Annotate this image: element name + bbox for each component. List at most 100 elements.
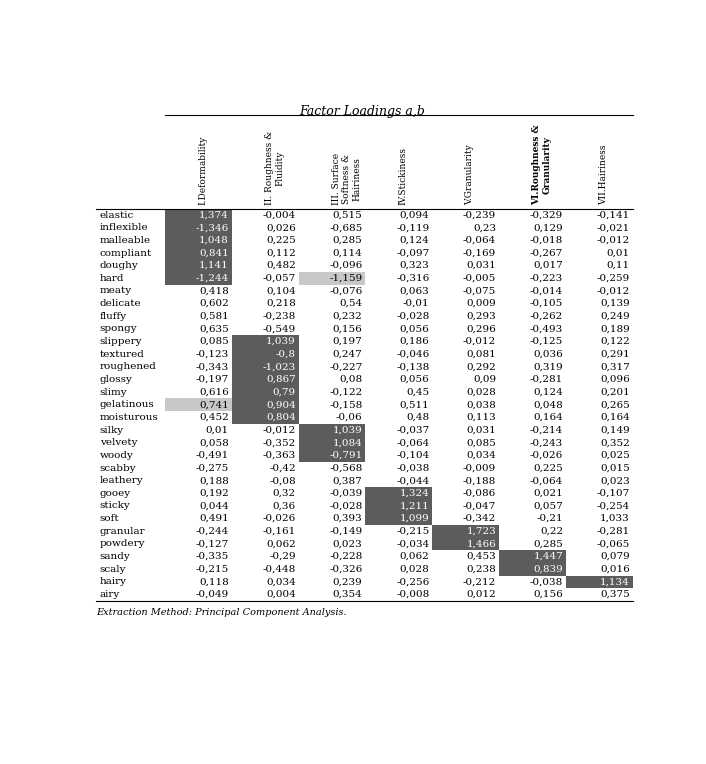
Text: 0,164: 0,164 <box>533 413 563 422</box>
Text: 0,104: 0,104 <box>266 286 296 296</box>
Text: VII.Hairiness: VII.Hairiness <box>599 144 609 206</box>
Bar <box>299 436 365 449</box>
Text: roughened: roughened <box>100 362 157 371</box>
Text: sticky: sticky <box>100 501 131 510</box>
Text: 0,044: 0,044 <box>199 501 229 510</box>
Text: 0,265: 0,265 <box>600 400 630 410</box>
Text: 0,291: 0,291 <box>600 350 630 359</box>
Text: 0,319: 0,319 <box>533 362 563 371</box>
Bar <box>365 500 432 513</box>
Bar <box>499 563 566 575</box>
Text: V.Granularity: V.Granularity <box>465 144 474 206</box>
Bar <box>299 424 365 436</box>
Text: 0,452: 0,452 <box>199 413 229 422</box>
Text: 0,129: 0,129 <box>533 223 563 232</box>
Text: -0,122: -0,122 <box>330 387 363 397</box>
Text: 0,023: 0,023 <box>600 476 630 485</box>
Text: -1,346: -1,346 <box>196 223 229 232</box>
Bar <box>232 411 299 424</box>
Text: -0,316: -0,316 <box>396 274 429 283</box>
Text: VI.Roughness &
Granularity: VI.Roughness & Granularity <box>532 125 552 206</box>
Text: -0,281: -0,281 <box>530 375 563 384</box>
Text: -0,044: -0,044 <box>396 476 429 485</box>
Text: glossy: glossy <box>100 375 133 384</box>
Text: 0,804: 0,804 <box>266 413 296 422</box>
Text: 0,021: 0,021 <box>533 489 563 498</box>
Text: 0,189: 0,189 <box>600 325 630 333</box>
Text: 0,01: 0,01 <box>606 248 630 257</box>
Text: -0,791: -0,791 <box>330 451 363 460</box>
Text: -0,223: -0,223 <box>530 274 563 283</box>
Text: -0,049: -0,049 <box>196 590 229 599</box>
Text: -0,685: -0,685 <box>330 223 363 232</box>
Text: 0,056: 0,056 <box>400 375 429 384</box>
Text: spongy: spongy <box>100 325 138 333</box>
Text: 0,453: 0,453 <box>467 552 496 561</box>
Text: -0,076: -0,076 <box>330 286 363 296</box>
Text: 0,839: 0,839 <box>533 565 563 574</box>
Text: 0,015: 0,015 <box>600 464 630 472</box>
Text: 0,393: 0,393 <box>333 514 363 523</box>
Text: 1,141: 1,141 <box>199 261 229 270</box>
Text: 0,085: 0,085 <box>199 337 229 346</box>
Text: 0,296: 0,296 <box>467 325 496 333</box>
Text: 0,23: 0,23 <box>473 223 496 232</box>
Text: IV.Stickiness: IV.Stickiness <box>399 147 408 206</box>
Text: 0,023: 0,023 <box>333 539 363 549</box>
Bar <box>365 513 432 525</box>
Bar <box>232 361 299 373</box>
Text: 0,017: 0,017 <box>533 261 563 270</box>
Text: 1,099: 1,099 <box>400 514 429 523</box>
Text: 0,418: 0,418 <box>199 286 229 296</box>
Text: 0,056: 0,056 <box>400 325 429 333</box>
Text: 0,118: 0,118 <box>199 578 229 586</box>
Text: -0,064: -0,064 <box>530 476 563 485</box>
Text: -0,014: -0,014 <box>530 286 563 296</box>
Text: 0,317: 0,317 <box>600 362 630 371</box>
Text: -0,028: -0,028 <box>396 312 429 321</box>
Text: -0,42: -0,42 <box>269 464 296 472</box>
Text: 0,085: 0,085 <box>467 439 496 447</box>
Text: -0,568: -0,568 <box>330 464 363 472</box>
Text: -1,023: -1,023 <box>263 362 296 371</box>
Text: 0,081: 0,081 <box>467 350 496 359</box>
Bar <box>165 209 232 222</box>
Text: 0,113: 0,113 <box>467 413 496 422</box>
Text: 1,048: 1,048 <box>199 236 229 245</box>
Text: -0,034: -0,034 <box>396 539 429 549</box>
Text: -0,037: -0,037 <box>396 426 429 435</box>
Text: II. Roughness &
Fluidity: II. Roughness & Fluidity <box>265 131 285 206</box>
Text: airy: airy <box>100 590 120 599</box>
Text: -0,065: -0,065 <box>597 539 630 549</box>
Text: -0,259: -0,259 <box>597 274 630 283</box>
Text: 0,156: 0,156 <box>533 590 563 599</box>
Text: -0,127: -0,127 <box>196 539 229 549</box>
Text: 0,323: 0,323 <box>400 261 429 270</box>
Text: III. Surface
Softness &
Hairiness: III. Surface Softness & Hairiness <box>332 153 361 206</box>
Text: 0,867: 0,867 <box>266 375 296 384</box>
Text: 1,324: 1,324 <box>400 489 429 498</box>
Text: -0,329: -0,329 <box>530 211 563 219</box>
Text: 1,447: 1,447 <box>533 552 563 561</box>
Text: -0,123: -0,123 <box>196 350 229 359</box>
Text: 0,375: 0,375 <box>600 590 630 599</box>
Text: -0,352: -0,352 <box>263 439 296 447</box>
Text: 1,033: 1,033 <box>600 514 630 523</box>
Text: 0,247: 0,247 <box>333 350 363 359</box>
Text: 0,112: 0,112 <box>266 248 296 257</box>
Text: 0,515: 0,515 <box>333 211 363 219</box>
Text: 0,197: 0,197 <box>333 337 363 346</box>
Text: 0,293: 0,293 <box>467 312 496 321</box>
Text: sandy: sandy <box>100 552 131 561</box>
Text: -0,343: -0,343 <box>196 362 229 371</box>
Text: 0,201: 0,201 <box>600 387 630 397</box>
Text: 0,79: 0,79 <box>273 387 296 397</box>
Text: fluffy: fluffy <box>100 312 127 321</box>
Text: 0,292: 0,292 <box>467 362 496 371</box>
Text: 0,11: 0,11 <box>606 261 630 270</box>
Text: textured: textured <box>100 350 145 359</box>
Text: hairy: hairy <box>100 578 127 586</box>
Text: 0,164: 0,164 <box>600 413 630 422</box>
Bar <box>165 399 232 411</box>
Text: powdery: powdery <box>100 539 145 549</box>
